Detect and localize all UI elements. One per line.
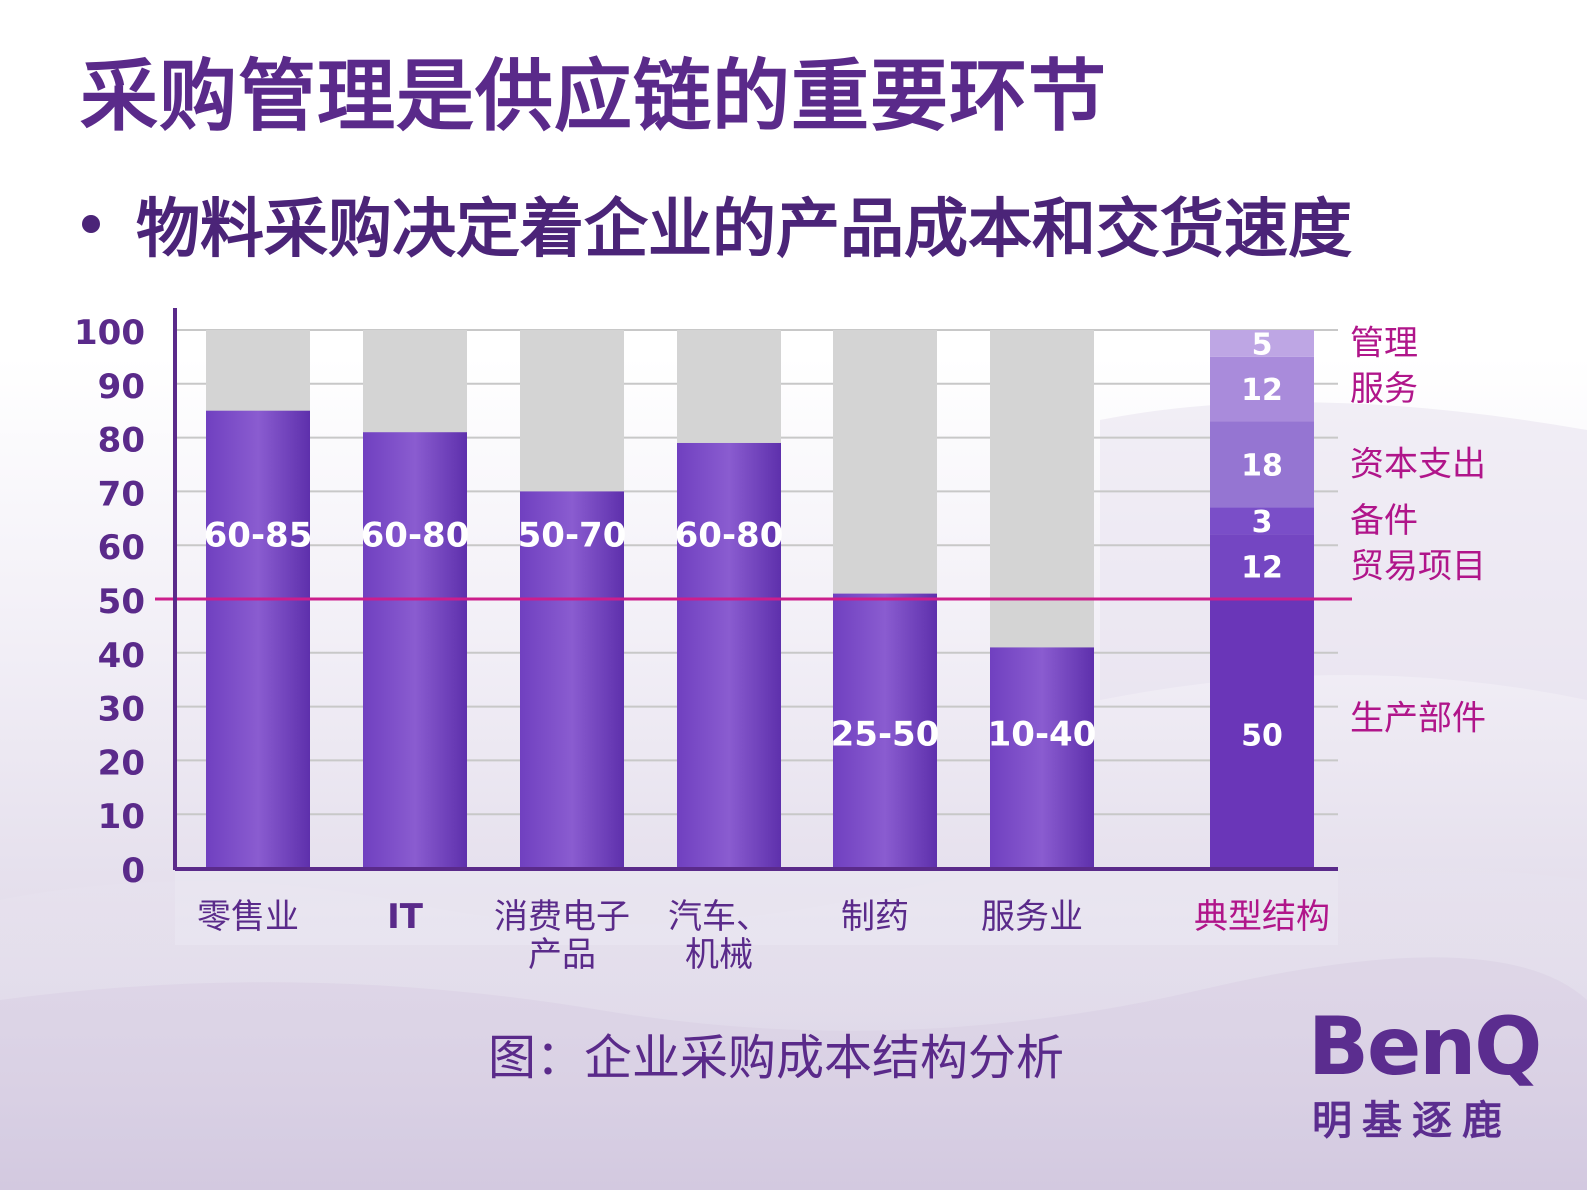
typical-segment: [1210, 356, 1314, 422]
y-tick-label: 60: [98, 528, 145, 568]
typical-segment-name: 备件: [1350, 501, 1418, 541]
bar: [833, 593, 937, 868]
bar: [363, 432, 467, 868]
typical-segment: [1210, 599, 1314, 868]
x-category-label: 汽车、: [668, 897, 770, 937]
bar-value-label: 60-85: [204, 515, 313, 555]
x-category-label: 零售业: [197, 897, 299, 937]
y-tick-label: 0: [121, 851, 145, 891]
y-tick-label: 70: [98, 474, 145, 514]
typical-segment-value: 3: [1252, 505, 1273, 540]
benq-logo: BenQ: [1308, 1000, 1542, 1093]
typical-segment: [1210, 507, 1314, 535]
bar-value-label: 10-40: [988, 715, 1097, 755]
typical-segment-name: 贸易项目: [1350, 547, 1486, 587]
x-category-label: 制药: [841, 897, 909, 937]
typical-segment-name: 生产部件: [1350, 698, 1486, 738]
typical-segment-value: 12: [1241, 373, 1283, 408]
bar: [206, 410, 310, 868]
y-tick-label: 50: [98, 582, 145, 622]
bar: [677, 442, 781, 868]
typical-segment: [1210, 421, 1314, 508]
chart-caption: 图：企业采购成本结构分析: [488, 1030, 1065, 1086]
typical-segment: [1210, 534, 1314, 599]
typical-segment: [1210, 330, 1314, 357]
x-category-label: 服务业: [981, 897, 1083, 937]
x-category-label: 典型结构: [1194, 897, 1330, 937]
x-category-label: 机械: [685, 935, 753, 975]
y-tick-label: 40: [98, 636, 145, 676]
bullet-point: 物料采购决定着企业的产品成本和交货速度: [82, 178, 1352, 270]
category-label-band: [175, 870, 1338, 945]
bar-value-label: 50-70: [518, 515, 627, 555]
y-tick-label: 90: [98, 367, 145, 407]
page-title: 采购管理是供应链的重要环节: [80, 52, 1108, 142]
y-tick-label: 20: [98, 743, 145, 783]
y-tick-label: 30: [98, 690, 145, 730]
y-tick-label: 100: [74, 313, 145, 353]
bar-value-label: 25-50: [831, 715, 940, 755]
bar-value-label: 60-80: [361, 515, 470, 555]
typical-segment-name: 资本支出: [1350, 445, 1486, 485]
typical-segment-name: 管理: [1350, 323, 1418, 363]
bar-value-label: 60-80: [675, 515, 784, 555]
typical-segment-value: 50: [1241, 719, 1283, 754]
x-category-label: 消费电子: [494, 897, 630, 937]
x-category-label: 产品: [528, 935, 596, 975]
bullet-dot-icon: [82, 215, 100, 233]
y-tick-label: 10: [98, 797, 145, 837]
y-tick-label: 80: [98, 421, 145, 461]
typical-segment-value: 5: [1252, 327, 1273, 362]
bar: [520, 491, 624, 868]
cost-structure-chart: 0 10 20 30 40 50 60 70 80 90 100 60-85 零售业 60-80 IT 50-…: [74, 308, 1486, 975]
typical-segment-value: 18: [1241, 449, 1283, 484]
typical-segment-name: 服务: [1350, 369, 1418, 409]
benq-logo-subtitle: 明基逐鹿: [1312, 1098, 1512, 1144]
x-category-label: IT: [387, 897, 424, 937]
bar: [990, 647, 1094, 868]
bullet-text: 物料采购决定着企业的产品成本和交货速度: [136, 193, 1352, 267]
typical-segment-value: 12: [1241, 551, 1283, 586]
